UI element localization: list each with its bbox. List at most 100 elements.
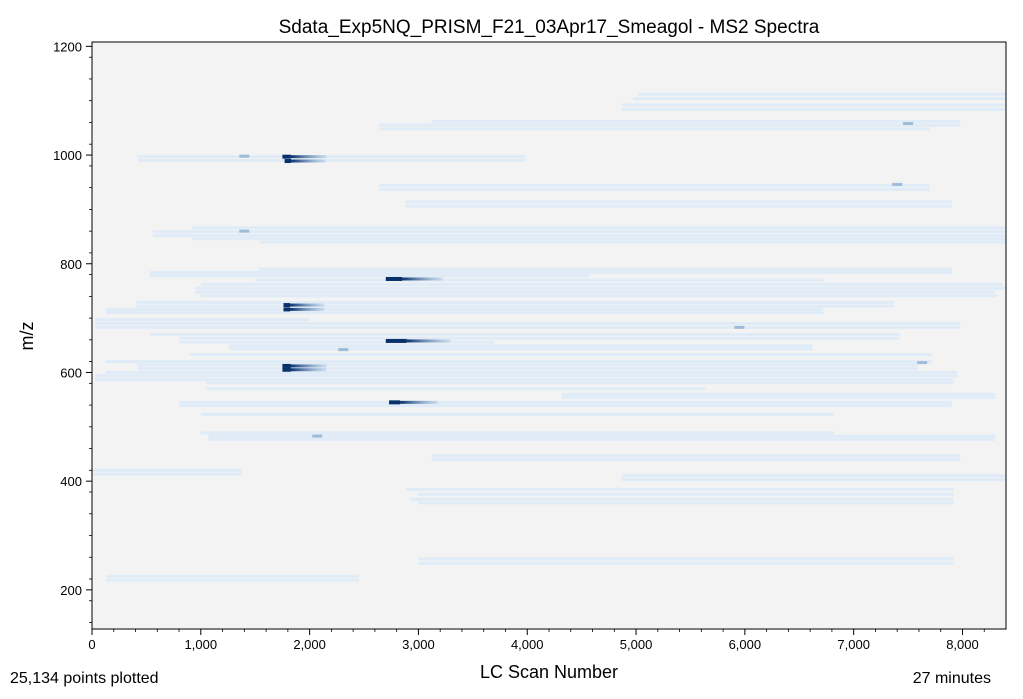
points-plotted-note: 25,134 points plotted [10,670,159,687]
band-13 [192,226,1007,230]
band-9 [379,183,930,187]
spot-5 [892,182,903,186]
band-23 [195,286,1007,290]
band-46 [206,387,706,391]
y-tick-label-3: 800 [60,257,82,272]
cluster-4 [385,276,403,281]
band-31 [95,322,961,326]
band-37 [229,347,813,351]
x-axis: 0 1,000 2,000 3,000 4,000 5,000 6,000 7,000 8,00… [88,629,985,652]
cluster-1 [284,159,292,164]
y-tick-label-4: 1000 [53,148,82,163]
cluster-6 [282,363,291,368]
band-25 [200,294,998,298]
cluster-tail-3 [290,307,325,311]
band-66 [418,561,954,565]
band-54 [208,437,996,441]
cluster-tail-8 [400,400,438,404]
band-63 [409,497,954,501]
cluster-tail-1 [291,159,326,163]
band-24 [195,290,996,294]
band-19 [149,270,952,274]
y-tick-label-0: 200 [60,583,82,598]
x-tick-label-7: 7,000 [837,637,870,652]
chart-title: Sdata_Exp5NQ_PRISM_F21_03Apr17_Smeagol -… [279,17,820,38]
band-47 [562,392,996,396]
band-28 [106,307,824,311]
y-axis: 200 400 600 800 1000 1200 [53,39,92,623]
band-16 [192,237,1007,241]
band-15 [152,233,1006,237]
band-41 [137,367,918,371]
spot-0 [239,154,250,158]
band-21 [255,278,824,282]
band-32 [95,325,961,329]
x-tick-label-3: 3,000 [402,637,435,652]
band-1 [632,97,1006,101]
cluster-tail-0 [290,155,327,159]
spot-6 [734,325,745,329]
band-62 [418,492,954,496]
y-tick-label-1: 400 [60,474,82,489]
spot-3 [917,361,928,365]
band-49 [179,400,952,404]
band-56 [431,457,961,461]
duration-note: 27 minutes [912,670,991,687]
spot-7 [312,434,323,438]
band-50 [179,404,952,408]
band-42 [106,370,958,374]
band-20 [149,274,590,278]
spot-2 [338,348,349,352]
band-61 [405,487,954,491]
band-3 [621,107,1006,111]
cluster-0 [282,154,291,159]
band-43 [95,374,958,378]
x-tick-label-0: 0 [88,637,95,652]
spot-4 [903,122,914,126]
band-64 [418,501,954,505]
band-52 [200,431,835,435]
x-tick-label-1: 1,000 [185,637,218,652]
band-18 [258,267,952,271]
band-4 [431,119,961,123]
band-48 [562,395,996,399]
y-tick-label-2: 600 [60,365,82,380]
band-11 [405,200,952,204]
band-45 [206,381,953,385]
band-57 [92,468,243,472]
band-10 [379,187,930,191]
cluster-3 [283,307,291,312]
cluster-tail-5 [406,339,451,343]
x-tick-label-2: 2,000 [293,637,326,652]
x-axis-label: LC Scan Number [480,662,618,682]
cluster-5 [385,338,407,343]
band-67 [106,574,359,578]
band-60 [621,478,1006,482]
band-38 [189,353,933,357]
band-8 [137,158,526,162]
band-36 [229,344,813,348]
band-40 [137,363,918,367]
band-68 [106,578,359,582]
band-7 [137,155,526,159]
band-14 [152,230,1006,234]
x-tick-label-4: 4,000 [511,637,544,652]
band-58 [92,472,243,476]
x-tick-label-8: 8,000 [946,637,979,652]
faint-scan-bands [92,92,1007,582]
band-26 [136,300,894,304]
band-2 [621,103,1006,107]
faint-spots [239,122,928,438]
cluster-tail-6 [290,364,327,368]
cluster-tail-7 [290,368,327,372]
band-34 [179,336,900,340]
band-33 [149,332,900,336]
intense-clusters [282,154,451,405]
cluster-tail-4 [402,277,443,281]
band-51 [200,412,835,416]
cluster-tail-2 [290,303,325,307]
band-6 [379,127,930,131]
x-tick-label-6: 6,000 [729,637,762,652]
y-tick-label-5: 1200 [53,39,82,54]
